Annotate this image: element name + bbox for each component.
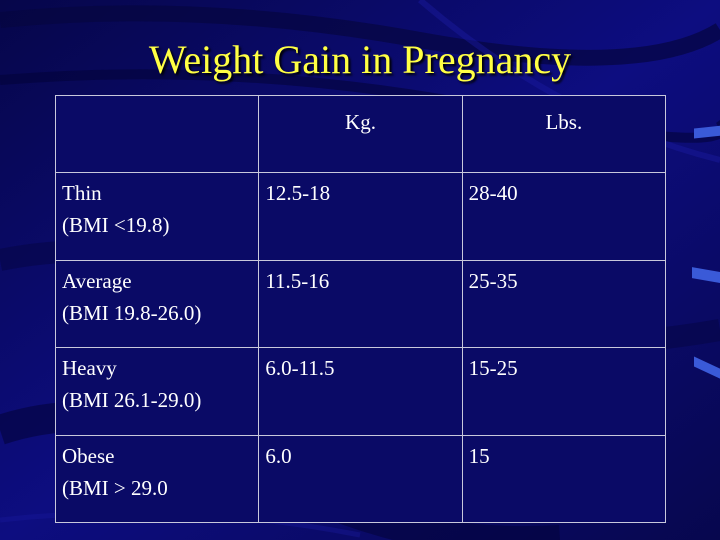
- weight-gain-table: Kg. Lbs. Thin (BMI <19.8) 12.5-18 28-40 …: [54, 95, 667, 523]
- kg-cell: 6.0-11.5: [258, 347, 463, 436]
- table-row: Obese (BMI > 29.0 6.0 15: [54, 434, 667, 523]
- page-title: Weight Gain in Pregnancy: [148, 37, 572, 82]
- kg-cell: 12.5-18: [258, 172, 463, 261]
- table-header-row: Kg. Lbs.: [54, 95, 667, 173]
- lbs-cell: 28-40: [461, 172, 667, 261]
- table-row: Thin (BMI <19.8) 12.5-18 28-40: [54, 172, 667, 261]
- kg-cell: 6.0: [258, 434, 463, 523]
- category-label: Average: [62, 268, 132, 293]
- kg-cell: 11.5-16: [258, 259, 463, 348]
- bmi-range-label: (BMI > 29.0: [62, 475, 168, 500]
- bmi-range-label: (BMI 26.1-29.0): [62, 388, 202, 412]
- bmi-range-label: (BMI 19.8-26.0): [62, 300, 202, 325]
- category-cell: Thin (BMI <19.8): [54, 172, 260, 261]
- category-label: Thin: [62, 181, 102, 205]
- category-cell: Average (BMI 19.8-26.0): [54, 259, 260, 348]
- category-label: Heavy: [62, 356, 117, 380]
- header-cell-lbs: Lbs.: [461, 95, 667, 173]
- header-cell-kg: Kg.: [258, 95, 463, 173]
- header-cell-empty: [54, 95, 260, 173]
- category-cell: Obese (BMI > 29.0: [54, 434, 260, 523]
- lbs-cell: 25-35: [461, 259, 667, 348]
- table-row: Average (BMI 19.8-26.0) 11.5-16 25-35: [54, 259, 667, 348]
- category-cell: Heavy (BMI 26.1-29.0): [54, 347, 260, 436]
- lbs-cell: 15: [461, 434, 667, 523]
- lbs-cell: 15-25: [461, 347, 667, 436]
- right-edge-bars-decoration: [692, 125, 720, 379]
- category-label: Obese: [62, 443, 115, 468]
- bmi-range-label: (BMI <19.8): [62, 213, 170, 237]
- table-row: Heavy (BMI 26.1-29.0) 6.0-11.5 15-25: [54, 347, 667, 436]
